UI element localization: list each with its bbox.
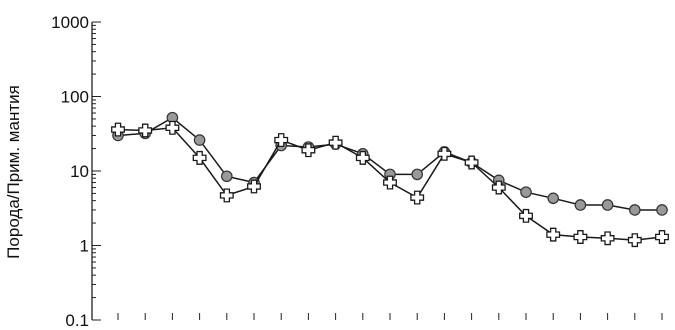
data-point-cross [410, 190, 425, 205]
series-group [111, 111, 669, 248]
data-point-circle [221, 170, 233, 183]
data-point-cross [301, 143, 316, 158]
data-point-cross [627, 233, 642, 248]
y-tick-label: 100 [61, 88, 89, 107]
data-point-circle [574, 199, 587, 211]
y-tick-label: 10 [70, 162, 89, 181]
data-point-cross [519, 208, 533, 223]
data-point-circle [656, 204, 668, 216]
data-point-cross [655, 230, 669, 244]
data-point-circle [411, 168, 423, 181]
data-point-circle [547, 192, 559, 205]
y-axis-label-group: Порода/Прим. мантия [4, 85, 23, 259]
data-point-cross [328, 135, 343, 150]
data-point-circle [601, 199, 614, 211]
data-point-circle [520, 186, 532, 198]
data-point-circle [628, 204, 641, 216]
y-tick-label: 1000 [51, 13, 89, 32]
axes: 1000 100 10 1 0.1 [51, 13, 663, 330]
data-point-cross [600, 231, 615, 246]
data-point-cross [192, 150, 207, 165]
data-point-cross [138, 123, 153, 138]
y-tick-label: 1 [80, 237, 89, 256]
data-point-cross [546, 227, 561, 242]
data-point-circle [193, 134, 206, 146]
data-point-cross [383, 175, 397, 190]
data-point-cross [165, 120, 180, 135]
y-tick-label: 0.1 [65, 311, 89, 330]
data-point-cross [491, 180, 506, 195]
data-point-cross [247, 179, 261, 194]
data-point-cross [219, 188, 234, 203]
data-point-cross [274, 133, 289, 148]
data-point-cross [437, 146, 452, 161]
y-axis-label: Порода/Прим. мантия [4, 85, 23, 259]
data-point-cross [111, 122, 125, 137]
data-point-cross [464, 155, 479, 170]
data-point-cross [355, 150, 370, 165]
data-point-cross [573, 230, 588, 244]
